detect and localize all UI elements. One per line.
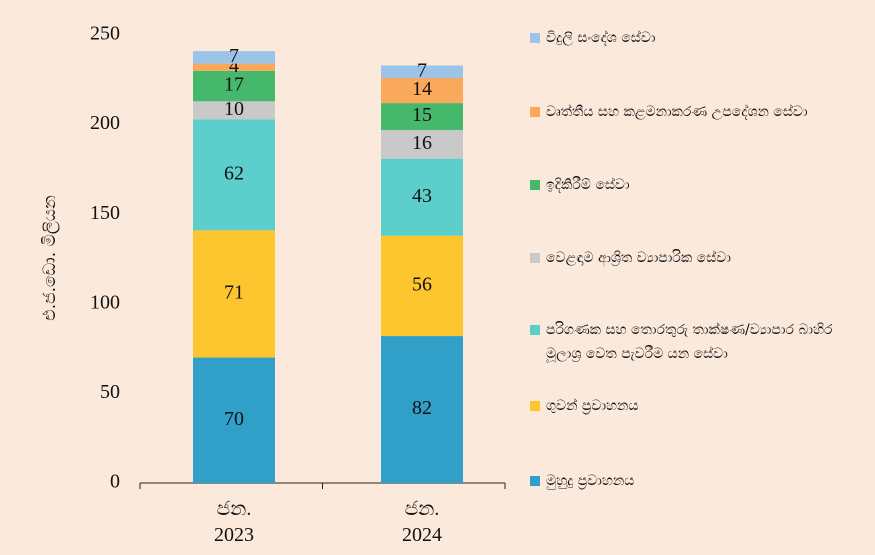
- y-tick-label: 100: [90, 291, 120, 313]
- legend-label: වෘත්තීය සහ කළමනාකරණ උපදේශන සේවා: [546, 104, 808, 120]
- legend-item: ගුවන් ප්‍රවාහනය: [530, 394, 860, 418]
- legend-swatch: [530, 401, 540, 411]
- bar-segment: [193, 63, 275, 71]
- data-label: 4: [229, 55, 239, 77]
- bar-segment: [193, 119, 275, 231]
- bar-segment: [193, 70, 275, 102]
- legend-item: වෙළඳාම ආශ්‍රිත ව්‍යාපාරික සේවා: [530, 246, 860, 270]
- legend-item: වෘත්තීය සහ කළමනාකරණ උපදේශන සේවා: [530, 100, 860, 124]
- bar-segment: [381, 103, 463, 130]
- legend-swatch: [530, 325, 540, 335]
- legend-label: වෙළඳාම ආශ්‍රිත ව්‍යාපාරික සේවා: [546, 250, 731, 266]
- legend-label: විදුලි සංදේශ සේවා: [546, 30, 656, 46]
- bar-segment: [381, 78, 463, 104]
- data-label: 71: [224, 282, 244, 304]
- y-tick-label: 0: [110, 471, 120, 493]
- data-label: 70: [224, 408, 244, 430]
- bar-segment: [381, 158, 463, 236]
- bar-segment: [381, 336, 463, 483]
- data-label: 56: [412, 273, 432, 295]
- legend-swatch: [530, 180, 540, 190]
- data-label: 7: [229, 45, 239, 67]
- legend-label: ගුවන් ප්‍රවාහනය: [546, 398, 639, 414]
- bar-segment: [193, 101, 275, 120]
- bar-segment: [381, 235, 463, 337]
- x-tick-label: ජන. 2023: [214, 498, 254, 546]
- data-label: 7: [417, 59, 427, 81]
- legend-item: පරිගණක සහ තොරතුරු තාක්ෂණ/ව්‍යාපාර බාහිර …: [530, 318, 860, 366]
- legend-item: මුහුදු ප්‍රවාහනය: [530, 469, 860, 493]
- y-axis-label: එ.ජ.ඩො. මිලියන: [40, 195, 60, 321]
- legend-swatch: [530, 107, 540, 117]
- bar-segment: [193, 230, 275, 358]
- data-label: 62: [224, 162, 244, 184]
- bar-segment: [193, 51, 275, 64]
- legend-label: පරිගණක සහ තොරතුරු තාක්ෂණ/ව්‍යාපාර බාහිර …: [546, 322, 833, 362]
- data-label: 16: [412, 132, 432, 154]
- legend-swatch: [530, 476, 540, 486]
- data-label: 82: [412, 397, 432, 419]
- data-label: 43: [412, 185, 432, 207]
- bar-segment: [381, 129, 463, 159]
- legend-swatch: [530, 253, 540, 263]
- legend-label: ඉදිකිරීම් සේවා: [546, 177, 630, 193]
- y-tick-label: 200: [90, 112, 120, 134]
- data-label: 17: [224, 74, 244, 96]
- legend-label: මුහුදු ප්‍රවාහනය: [546, 473, 635, 489]
- data-label: 10: [224, 98, 244, 120]
- y-tick-label: 250: [90, 23, 120, 45]
- bar-segment: [193, 357, 275, 483]
- legend-item: ඉදිකිරීම් සේවා: [530, 173, 860, 197]
- legend-item: විදුලි සංදේශ සේවා: [530, 26, 860, 50]
- x-tick-label: ජන. 2024: [402, 498, 442, 546]
- y-tick-label: 150: [90, 202, 120, 224]
- y-tick-label: 50: [100, 381, 120, 403]
- bar-segment: [381, 65, 463, 79]
- data-label: 14: [412, 78, 432, 100]
- data-label: 15: [412, 104, 432, 126]
- legend-swatch: [530, 33, 540, 43]
